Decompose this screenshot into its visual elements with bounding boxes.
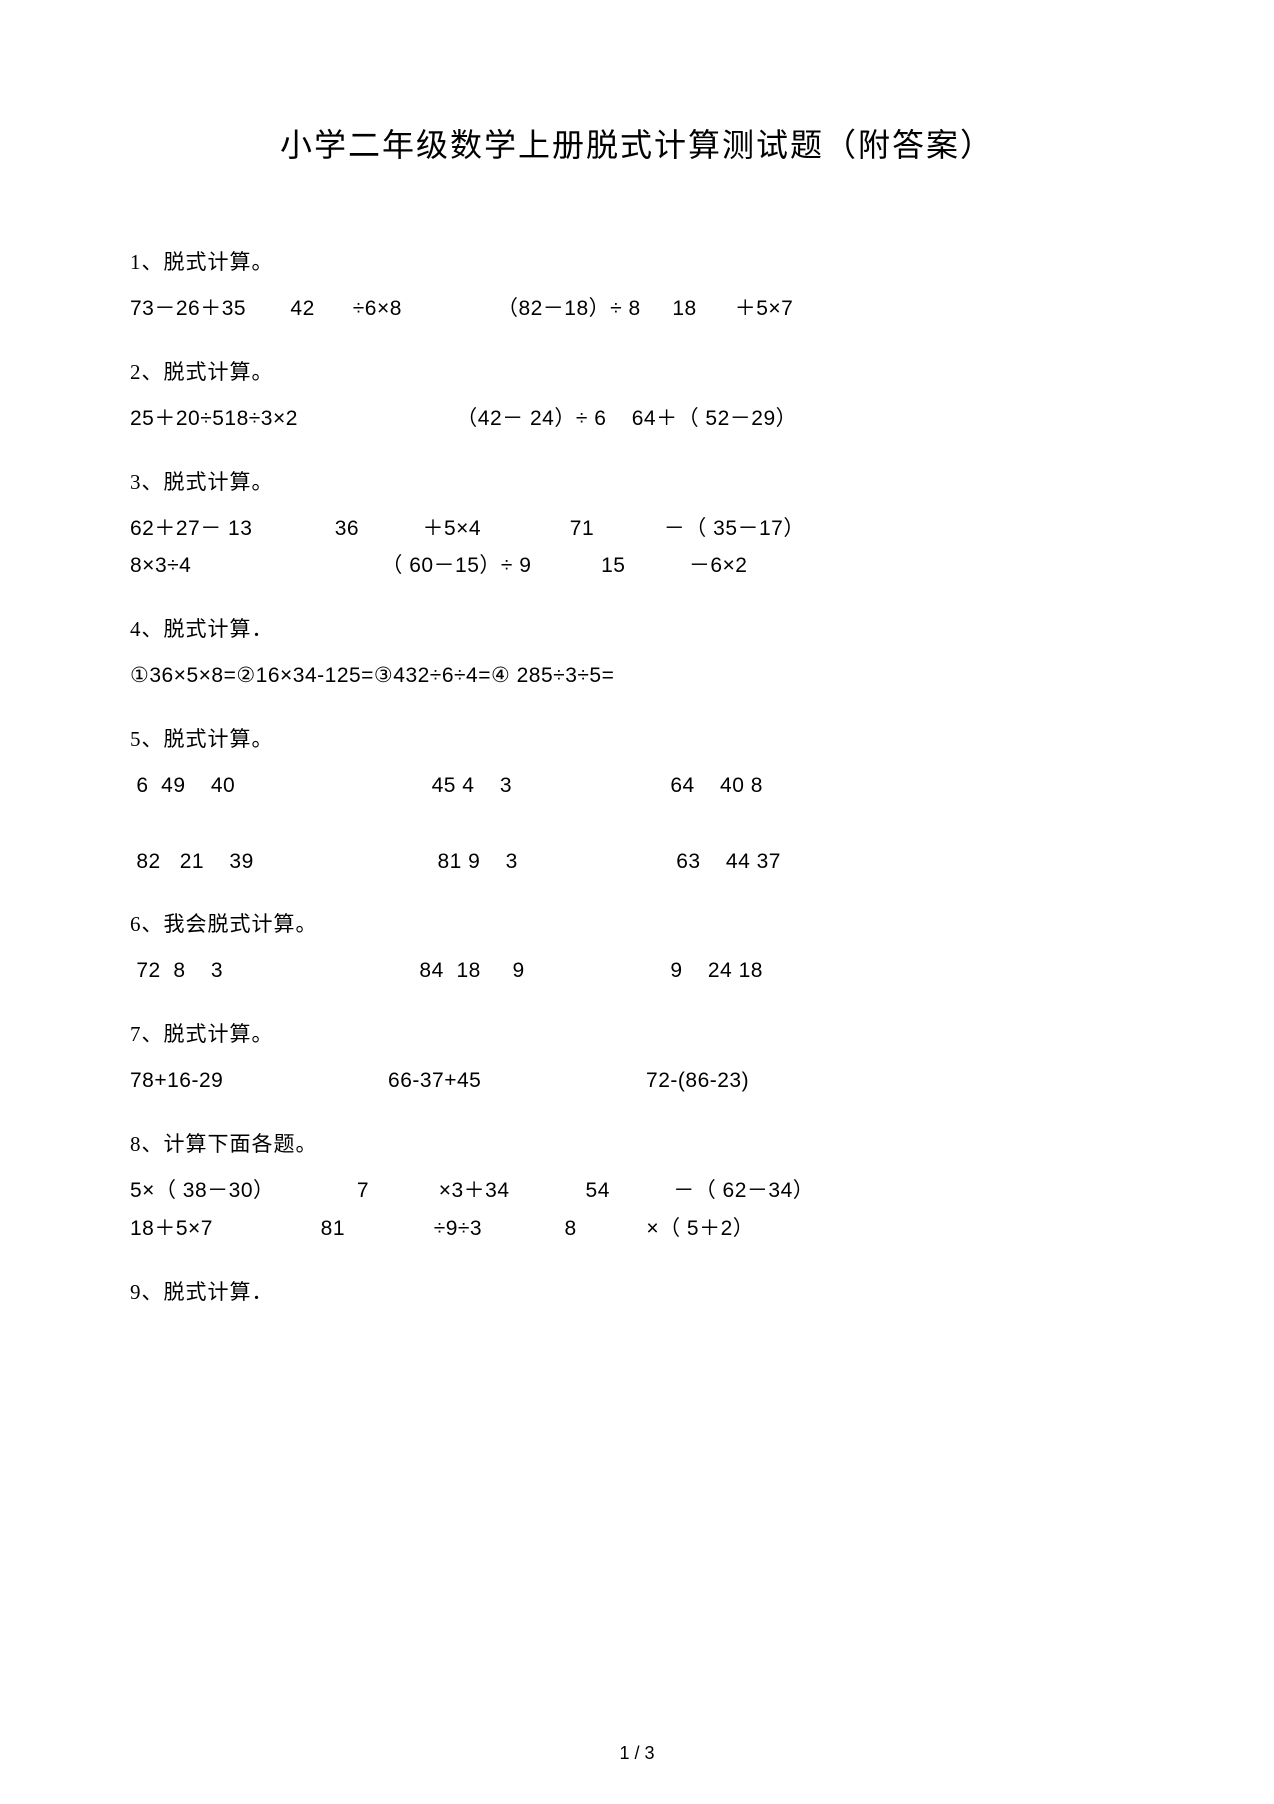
problem-row: 78+16-29 66-37+45 72-(86-23) xyxy=(130,1062,1144,1100)
page-title: 小学二年级数学上册脱式计算测试题（附答案） xyxy=(130,120,1144,166)
problem-section: 3、脱式计算。 62＋27－ 13 36 ＋5×4 71 －（ 35－17）8×3… xyxy=(130,466,1144,586)
section-label: 2、脱式计算。 xyxy=(130,356,1144,386)
problem-row: 18＋5×7 81 ÷9÷3 8 ×（ 5＋2） xyxy=(130,1210,1144,1248)
section-label: 9、脱式计算． xyxy=(130,1276,1144,1306)
section-label: 4、脱式计算． xyxy=(130,613,1144,643)
problem-row: 5×（ 38－30） 7 ×3＋34 54 －（ 62－34） xyxy=(130,1172,1144,1210)
page-number: 1 / 3 xyxy=(0,1743,1274,1764)
problem-row: 6 49 40 45 4 3 64 40 8 xyxy=(130,767,1144,805)
problem-section: 9、脱式计算． xyxy=(130,1276,1144,1306)
problem-row: 73－26＋35 42 ÷6×8 （82－18）÷ 8 18 ＋5×7 xyxy=(130,290,1144,328)
problem-section: 6、我会脱式计算。 72 8 3 84 18 9 9 24 18 xyxy=(130,908,1144,990)
section-label: 3、脱式计算。 xyxy=(130,466,1144,496)
problem-row: 72 8 3 84 18 9 9 24 18 xyxy=(130,952,1144,990)
problem-row xyxy=(130,805,1144,843)
problem-section: 5、脱式计算。 6 49 40 45 4 3 64 40 8 82 21 39 … xyxy=(130,723,1144,880)
section-label: 5、脱式计算。 xyxy=(130,723,1144,753)
problem-section: 1、脱式计算。 73－26＋35 42 ÷6×8 （82－18）÷ 8 18 ＋5… xyxy=(130,246,1144,328)
problem-section: 8、计算下面各题。 5×（ 38－30） 7 ×3＋34 54 －（ 62－34）… xyxy=(130,1128,1144,1248)
section-label: 6、我会脱式计算。 xyxy=(130,908,1144,938)
problem-row: 82 21 39 81 9 3 63 44 37 xyxy=(130,843,1144,881)
problem-row: 25＋20÷518÷3×2 （42－ 24）÷ 6 64＋（ 52－29） xyxy=(130,400,1144,438)
section-label: 7、脱式计算。 xyxy=(130,1018,1144,1048)
problem-section: 7、脱式计算。 78+16-29 66-37+45 72-(86-23) xyxy=(130,1018,1144,1100)
content-area: 1、脱式计算。 73－26＋35 42 ÷6×8 （82－18）÷ 8 18 ＋5… xyxy=(130,246,1144,1306)
problem-section: 2、脱式计算。 25＋20÷518÷3×2 （42－ 24）÷ 6 64＋（ 52… xyxy=(130,356,1144,438)
problem-section: 4、脱式计算． ①36×5×8=②16×34-125=③432÷6÷4=④ 285… xyxy=(130,613,1144,695)
problem-row: ①36×5×8=②16×34-125=③432÷6÷4=④ 285÷3÷5= xyxy=(130,657,1144,695)
problem-row: 8×3÷4 （ 60－15）÷ 9 15 －6×2 xyxy=(130,547,1144,585)
problem-row: 62＋27－ 13 36 ＋5×4 71 －（ 35－17） xyxy=(130,510,1144,548)
section-label: 1、脱式计算。 xyxy=(130,246,1144,276)
section-label: 8、计算下面各题。 xyxy=(130,1128,1144,1158)
